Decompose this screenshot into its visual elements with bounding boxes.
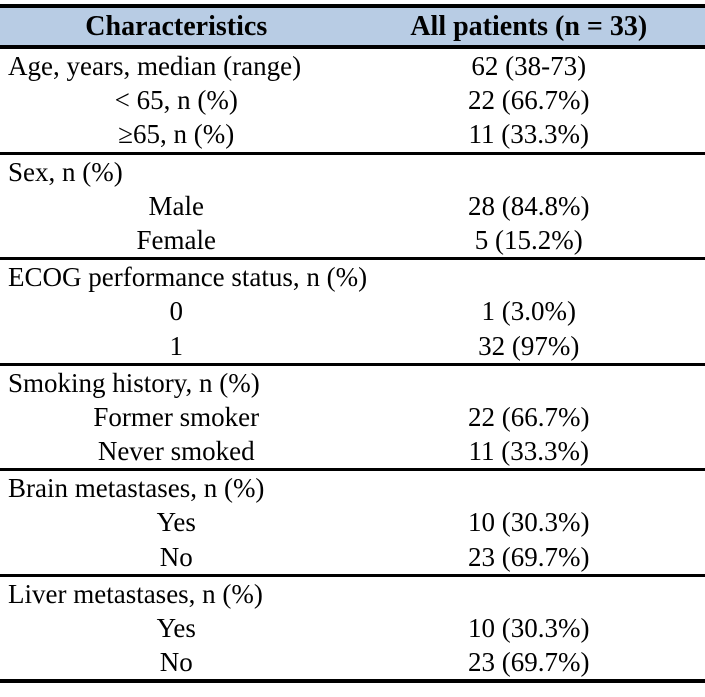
row-label: < 65, n (%): [114, 85, 238, 116]
table-row: Yes 10 (30.3%): [0, 611, 705, 645]
table-row: < 65, n (%) 22 (66.7%): [0, 83, 705, 117]
row-label: Yes: [156, 613, 196, 643]
row-value: 22 (66.7%): [468, 85, 590, 116]
section-smoking: Smoking history, n (%) Former smoker 22 …: [0, 366, 705, 472]
row-label: Age, years, median (range): [8, 51, 302, 81]
row-value: 23 (69.7%): [468, 647, 590, 678]
row-value: [353, 471, 705, 505]
table-row: Brain metastases, n (%): [0, 471, 705, 505]
table-row: No 23 (69.7%): [0, 540, 705, 574]
table-row: Smoking history, n (%): [0, 366, 705, 400]
row-label: 0: [169, 296, 184, 327]
table-row: Liver metastases, n (%): [0, 577, 705, 611]
row-label: ≥65, n (%): [118, 119, 235, 150]
row-label: Yes: [156, 507, 196, 538]
table-row: ≥65, n (%) 11 (33.3%): [0, 117, 705, 151]
row-label: Male: [148, 190, 204, 221]
row-value: 5 (15.2%): [474, 224, 583, 255]
characteristics-table: Characteristics All patients (n = 33) Ag…: [0, 4, 705, 684]
row-label: No: [159, 541, 193, 572]
section-ecog: ECOG performance status, n (%) 0 1 (3.0%…: [0, 260, 705, 366]
table-header-row: Characteristics All patients (n = 33): [0, 8, 705, 49]
row-label: Never smoked: [97, 436, 255, 467]
table-row: No 23 (69.7%): [0, 645, 705, 679]
row-label: Sex, n (%): [8, 156, 123, 187]
row-label: Former smoker: [93, 401, 260, 432]
table-row: Female 5 (15.2%): [0, 223, 705, 257]
row-label: Smoking history, n (%): [8, 367, 260, 398]
table-row: Never smoked 11 (33.3%): [0, 434, 705, 468]
table-row: Male 28 (84.8%): [0, 189, 705, 223]
row-label: Female: [136, 224, 216, 255]
row-label: ECOG performance status, n (%): [8, 262, 368, 293]
row-label: Brain metastases, n (%): [8, 473, 265, 504]
section-liver-metastases: Liver metastases, n (%) Yes 10 (30.3%) N…: [0, 577, 705, 680]
section-brain-metastases: Brain metastases, n (%) Yes 10 (30.3%) N…: [0, 471, 705, 577]
row-label: 1: [169, 330, 184, 361]
row-value: 23 (69.7%): [468, 541, 590, 572]
row-label: Liver metastases, n (%): [8, 578, 263, 609]
header-characteristics: Characteristics: [85, 11, 268, 42]
section-age: Age, years, median (range) 62 (38-73) < …: [0, 49, 705, 155]
row-value: 62 (38-73): [471, 51, 587, 81]
row-value: 10 (30.3%): [468, 507, 590, 538]
row-value: 11 (33.3%): [468, 436, 589, 467]
row-value: [353, 366, 705, 400]
table-row: Former smoker 22 (66.7%): [0, 400, 705, 434]
row-value: 1 (3.0%): [481, 296, 576, 327]
table-row: ECOG performance status, n (%): [0, 260, 705, 294]
table-row: Age, years, median (range) 62 (38-73): [0, 49, 705, 83]
table-row: Yes 10 (30.3%): [0, 505, 705, 539]
row-value: 22 (66.7%): [468, 401, 590, 432]
table-row: Sex, n (%): [0, 155, 705, 189]
row-value: 28 (84.8%): [468, 190, 590, 221]
row-value: [353, 577, 705, 611]
row-value: [353, 155, 705, 189]
row-value: 32 (97%): [478, 330, 580, 361]
row-value: 11 (33.3%): [468, 119, 589, 150]
table-row: 0 1 (3.0%): [0, 294, 705, 328]
row-value: 10 (30.3%): [468, 613, 590, 643]
row-label: No: [159, 647, 193, 678]
section-sex: Sex, n (%) Male 28 (84.8%) Female 5 (15.…: [0, 155, 705, 261]
header-all-patients: All patients (n = 33): [410, 11, 648, 42]
row-value: [353, 260, 705, 294]
table-row: 1 32 (97%): [0, 329, 705, 363]
